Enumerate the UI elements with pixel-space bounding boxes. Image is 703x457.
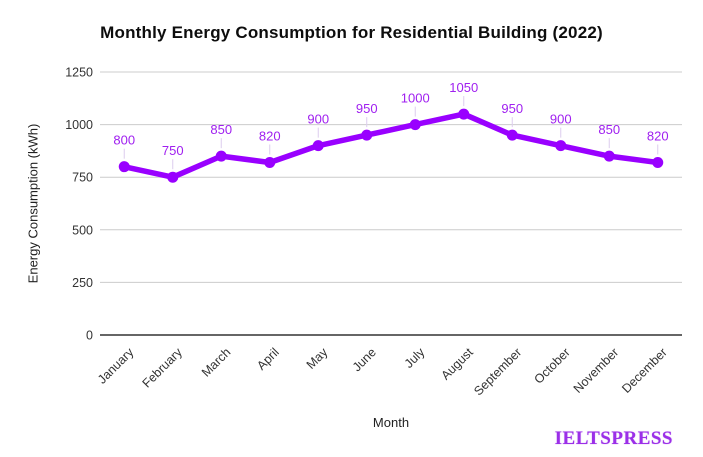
y-tick-label: 0 <box>86 329 93 343</box>
data-label: 900 <box>307 112 329 127</box>
y-tick-label: 250 <box>72 276 93 290</box>
y-tick-label: 1000 <box>65 118 93 132</box>
data-point <box>118 161 130 173</box>
data-label: 820 <box>259 128 281 143</box>
data-point <box>652 156 664 168</box>
data-point <box>409 119 421 131</box>
x-tick-label: December <box>619 345 670 396</box>
data-label: 820 <box>647 128 669 143</box>
y-tick-label: 500 <box>72 223 93 237</box>
x-tick-label: October <box>532 345 573 386</box>
x-tick-label: August <box>438 345 476 383</box>
data-label: 900 <box>550 112 572 127</box>
x-tick-label: March <box>199 345 233 379</box>
data-point <box>458 108 470 120</box>
data-point <box>603 150 615 162</box>
data-point <box>361 129 373 141</box>
x-tick-label: July <box>402 345 428 371</box>
data-label: 950 <box>501 101 523 116</box>
data-label: 850 <box>210 122 232 137</box>
data-point <box>312 140 324 152</box>
data-point <box>215 150 227 162</box>
chart-title: Monthly Energy Consumption for Residenti… <box>100 23 603 42</box>
data-point <box>506 129 518 141</box>
data-label: 1050 <box>449 80 478 95</box>
x-tick-label: November <box>571 345 622 396</box>
data-label: 850 <box>598 122 620 137</box>
x-tick-label: September <box>471 345 524 398</box>
x-tick-label: June <box>350 345 379 374</box>
x-tick-label: April <box>254 345 282 373</box>
data-point <box>555 140 567 152</box>
series-line <box>121 111 661 180</box>
y-tick-label: 750 <box>72 171 93 185</box>
data-label: 950 <box>356 101 378 116</box>
data-point <box>167 171 179 183</box>
x-tick-label: February <box>140 345 186 391</box>
x-axis-title: Month <box>372 415 410 430</box>
data-point <box>264 156 276 168</box>
data-label: 1000 <box>401 91 430 106</box>
data-label: 800 <box>113 133 135 148</box>
watermark-text: IELTSPRESS <box>554 428 673 449</box>
x-tick-label: May <box>304 345 331 372</box>
data-label: 750 <box>162 143 184 158</box>
y-tick-label: 1250 <box>65 66 93 80</box>
x-tick-label: January <box>95 345 137 387</box>
